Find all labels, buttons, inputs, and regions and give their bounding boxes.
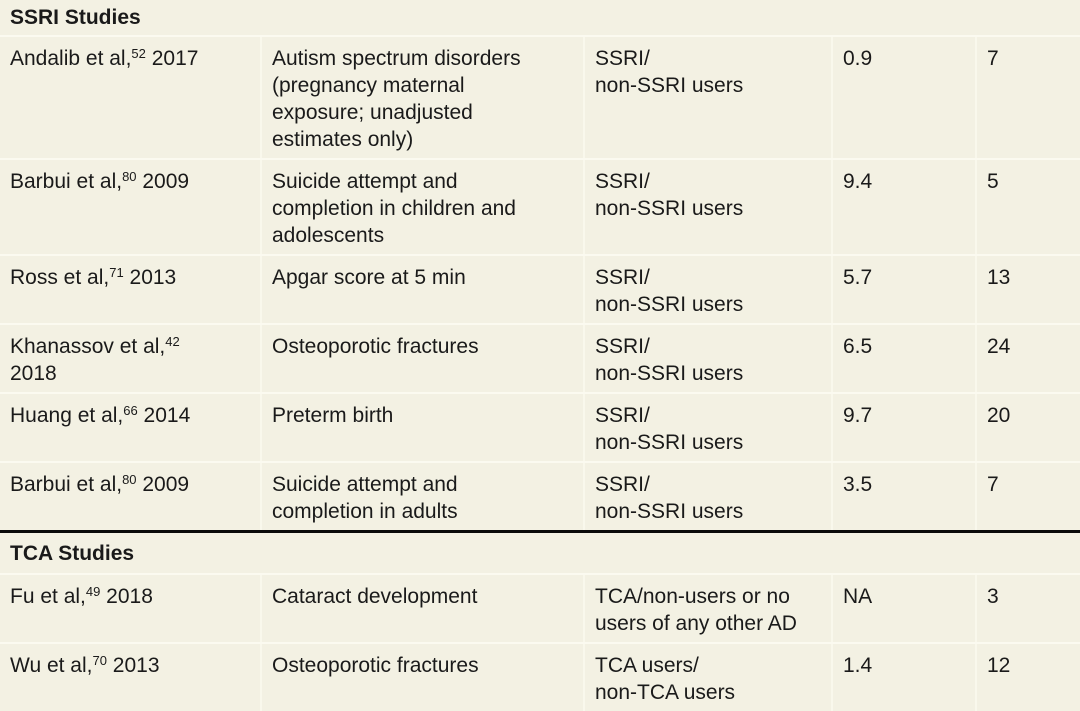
count-cell: 24 <box>975 325 1080 392</box>
study-citation: Barbui et al, <box>10 170 123 193</box>
study-year: 2014 <box>137 404 191 427</box>
comparison-cell: SSRI/ non-SSRI users <box>583 394 831 461</box>
study-cell: Khanassov et al,42 2018 <box>0 325 260 392</box>
estimate-cell: 9.7 <box>831 394 975 461</box>
count-cell: 5 <box>975 160 1080 254</box>
study-year: 2018 <box>100 585 153 608</box>
count-cell: 7 <box>975 37 1080 158</box>
count-cell: 7 <box>975 463 1080 530</box>
comparison-cell: SSRI/ non-SSRI users <box>583 37 831 158</box>
table-row: Ross et al,71 2013 Apgar score at 5 min … <box>0 254 1080 323</box>
study-citation: Barbui et al, <box>10 473 123 496</box>
outcome-cell: Preterm birth <box>260 394 583 461</box>
estimate-cell: 0.9 <box>831 37 975 158</box>
reference-superscript: 80 <box>122 472 137 487</box>
comparison-cell: SSRI/ non-SSRI users <box>583 160 831 254</box>
outcome-cell: Osteoporotic fractures <box>260 644 583 711</box>
reference-superscript: 71 <box>109 265 124 280</box>
study-year: 2009 <box>136 170 190 193</box>
study-year: 2009 <box>136 473 190 496</box>
reference-superscript: 70 <box>92 653 107 668</box>
comparison-cell: TCA users/ non-TCA users <box>583 644 831 711</box>
estimate-cell: 9.4 <box>831 160 975 254</box>
study-cell: Wu et al,70 2013 <box>0 644 260 711</box>
outcome-cell: Apgar score at 5 min <box>260 256 583 323</box>
study-citation: Fu et al, <box>10 585 86 608</box>
section-header-tca: TCA Studies <box>0 530 1080 573</box>
table-row: Barbui et al,80 2009 Suicide attempt and… <box>0 461 1080 530</box>
study-year: 2013 <box>123 266 177 289</box>
study-citation: Ross et al, <box>10 266 110 289</box>
table-row: Barbui et al,80 2009 Suicide attempt and… <box>0 158 1080 254</box>
study-year: 2017 <box>145 47 199 70</box>
table-row: Andalib et al,52 2017 Autism spectrum di… <box>0 35 1080 158</box>
study-cell: Barbui et al,80 2009 <box>0 463 260 530</box>
estimate-cell: 6.5 <box>831 325 975 392</box>
estimate-cell: 1.4 <box>831 644 975 711</box>
study-year: 2018 <box>10 362 57 385</box>
count-cell: 20 <box>975 394 1080 461</box>
count-cell: 12 <box>975 644 1080 711</box>
estimate-cell: NA <box>831 575 975 642</box>
outcome-cell: Cataract development <box>260 575 583 642</box>
count-cell: 13 <box>975 256 1080 323</box>
reference-superscript: 52 <box>131 46 146 61</box>
section-header-ssri: SSRI Studies <box>10 6 141 29</box>
reference-superscript: 49 <box>85 584 101 599</box>
table-row: Wu et al,70 2013 Osteoporotic fractures … <box>0 642 1080 711</box>
study-citation: Andalib et al, <box>10 47 132 70</box>
outcome-cell: Autism spectrum disorders (pregnancy mat… <box>260 37 583 158</box>
outcome-cell: Suicide attempt and completion in adults <box>260 463 583 530</box>
comparison-cell: SSRI/ non-SSRI users <box>583 256 831 323</box>
estimate-cell: 3.5 <box>831 463 975 530</box>
reference-superscript: 42 <box>165 334 180 349</box>
study-citation: Khanassov et al, <box>10 335 166 358</box>
estimate-cell: 5.7 <box>831 256 975 323</box>
table-row: Fu et al,49 2018 Cataract development TC… <box>0 573 1080 642</box>
comparison-cell: TCA/non-users or no users of any other A… <box>583 575 831 642</box>
study-cell: Fu et al,49 2018 <box>0 575 260 642</box>
study-cell: Huang et al,66 2014 <box>0 394 260 461</box>
outcome-cell: Osteoporotic fractures <box>260 325 583 392</box>
study-cell: Andalib et al,52 2017 <box>0 37 260 158</box>
table-row: Huang et al,66 2014 Preterm birth SSRI/ … <box>0 392 1080 461</box>
comparison-cell: SSRI/ non-SSRI users <box>583 325 831 392</box>
study-citation: Huang et al, <box>10 404 124 427</box>
reference-superscript: 80 <box>122 169 137 184</box>
table-row: Khanassov et al,42 2018 Osteoporotic fra… <box>0 323 1080 392</box>
study-cell: Ross et al,71 2013 <box>0 256 260 323</box>
count-cell: 3 <box>975 575 1080 642</box>
reference-superscript: 66 <box>123 403 138 418</box>
study-year: 2013 <box>106 654 160 677</box>
study-citation: Wu et al, <box>10 654 93 677</box>
study-cell: Barbui et al,80 2009 <box>0 160 260 254</box>
comparison-cell: SSRI/ non-SSRI users <box>583 463 831 530</box>
outcome-cell: Suicide attempt and completion in childr… <box>260 160 583 254</box>
